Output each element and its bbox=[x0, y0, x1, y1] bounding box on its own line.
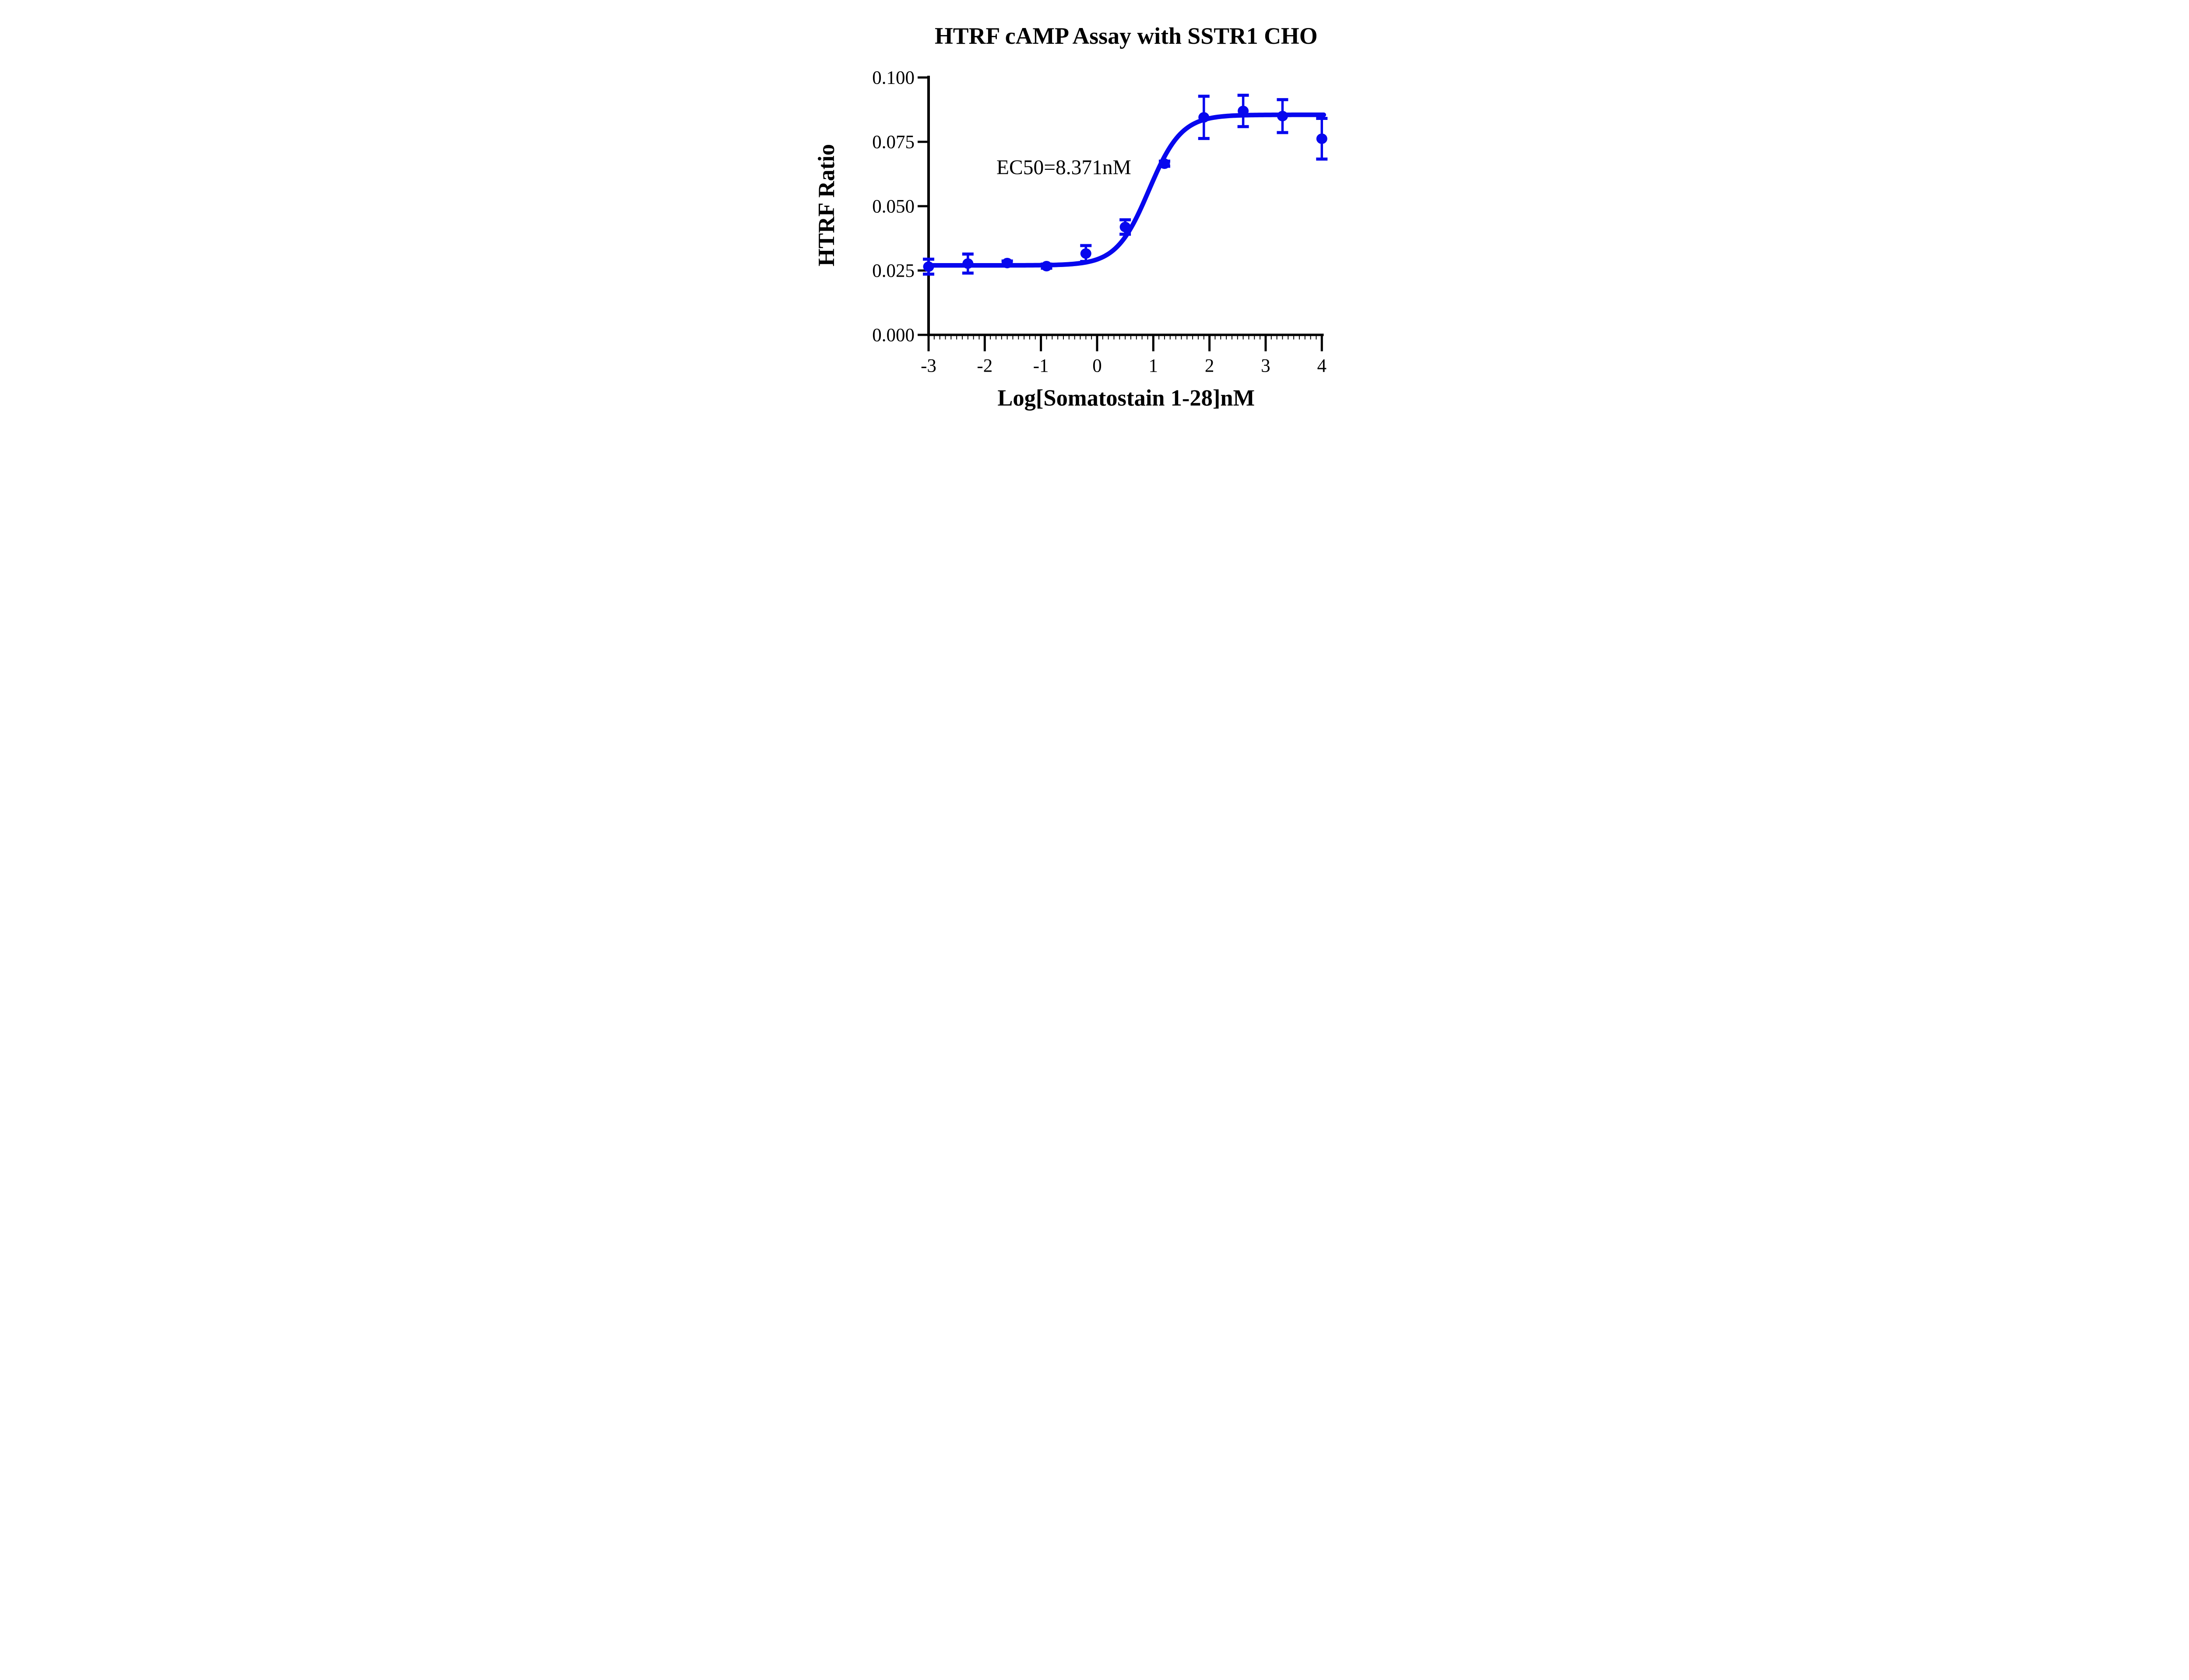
data-point-marker bbox=[962, 258, 974, 269]
tick-labels-layer: -3 -2 -1 0 1 2 3 4 0.000 0.025 0.050 0.075 0.100 bbox=[872, 68, 1327, 376]
x-axis-label: Log[Somatostain 1-28]nM bbox=[997, 385, 1255, 411]
data-point-marker bbox=[1316, 133, 1327, 144]
y-tick-label: 0.100 bbox=[872, 68, 915, 88]
y-tick-label: 0.025 bbox=[872, 261, 915, 281]
ec50-annotation: EC50=8.371nM bbox=[996, 156, 1131, 179]
y-tick-label: 0.000 bbox=[872, 325, 915, 346]
chart-background bbox=[810, 0, 1379, 420]
chart-figure: -3 -2 -1 0 1 2 3 4 0.000 0.025 0.050 0.075 0.100 HTR… bbox=[810, 0, 1379, 420]
data-point-marker bbox=[923, 261, 934, 272]
axis-spines-layer bbox=[927, 76, 1324, 336]
data-point-marker bbox=[1238, 105, 1249, 116]
x-tick-label: -1 bbox=[1033, 356, 1049, 376]
data-point-marker bbox=[1080, 248, 1091, 259]
data-point-marker bbox=[1002, 257, 1013, 268]
data-point-marker bbox=[1198, 112, 1210, 123]
dose-response-chart: -3 -2 -1 0 1 2 3 4 0.000 0.025 0.050 0.075 0.100 HTR… bbox=[810, 0, 1379, 420]
data-point-marker bbox=[1159, 158, 1170, 169]
data-point-marker bbox=[1119, 221, 1131, 232]
y-axis-label: HTRF Ratio bbox=[814, 144, 839, 267]
x-tick-label: -2 bbox=[977, 356, 992, 376]
x-tick-label: 3 bbox=[1261, 356, 1270, 376]
x-tick-label: 2 bbox=[1205, 356, 1214, 376]
y-tick-label: 0.050 bbox=[872, 197, 915, 217]
chart-title: HTRF cAMP Assay with SSTR1 CHO bbox=[935, 23, 1318, 49]
data-point-marker bbox=[1277, 111, 1288, 122]
data-point-marker bbox=[1041, 261, 1052, 272]
x-tick-label: 1 bbox=[1149, 356, 1158, 376]
x-tick-label: 4 bbox=[1317, 356, 1327, 376]
data-points-layer bbox=[923, 105, 1327, 272]
x-tick-label: -3 bbox=[921, 356, 936, 376]
x-tick-label: 0 bbox=[1092, 356, 1102, 376]
y-tick-label: 0.075 bbox=[872, 132, 915, 153]
